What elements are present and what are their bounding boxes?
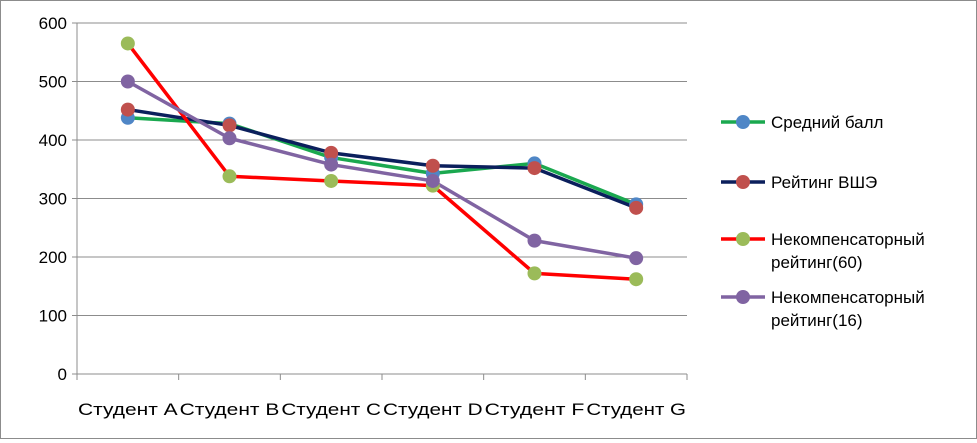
data-point [324,145,339,160]
x-tick-label: Студент D [383,400,483,419]
y-tick-label: 0 [58,365,67,384]
y-tick-label: 300 [39,190,67,209]
series-line-4 [126,79,637,260]
legend-label: рейтинг(16) [771,311,863,330]
y-tick-label: 600 [39,14,67,33]
y-tick-label: 100 [39,307,67,326]
series-line-2 [127,107,637,210]
legend-label: Некомпенсаторный [771,288,925,307]
x-tick-label: Студент G [586,400,686,419]
data-point [629,251,644,266]
data-point [425,173,440,188]
data-point [222,169,237,184]
series-markers [120,36,644,287]
data-point [222,118,237,133]
x-tick-label: Студент C [281,400,381,419]
legend-label: Средний балл [771,113,883,132]
data-point [527,161,542,176]
legend: Средний балл Рейтинг ВШЭ Некомпенсаторный р… [721,113,925,330]
x-tick-label: Студент F [485,400,585,419]
data-point [120,36,135,51]
x-tick-label: Студент B [180,400,280,419]
legend-item-3: Некомпенсаторный рейтинг(60) [721,230,925,272]
data-point [324,157,339,172]
legend-marker [736,175,750,189]
data-point [120,102,135,117]
legend-marker [736,115,750,129]
data-point [527,266,542,281]
axes [72,22,688,380]
legend-item-2: Рейтинг ВШЭ [721,173,877,192]
legend-label: Некомпенсаторный [771,230,925,249]
data-point [629,200,644,215]
legend-marker [736,232,750,246]
series-line-3 [126,42,637,281]
data-point [222,131,237,146]
legend-marker [736,290,750,304]
y-tick-label: 400 [39,131,67,150]
series-lines [126,42,637,281]
legend-item-4: Некомпенсаторный рейтинг(16) [721,288,925,330]
grid-lines [77,22,687,316]
y-axis-tick-labels: 0 100 200 300 400 500 600 [39,14,67,384]
data-point [629,272,644,287]
legend-item-1: Средний балл [721,113,883,132]
legend-label: рейтинг(60) [771,253,863,272]
data-point [324,173,339,188]
x-tick-label: Студент A [78,400,178,419]
data-point [527,233,542,248]
legend-label: Рейтинг ВШЭ [771,173,877,192]
data-point [425,158,440,173]
y-tick-label: 500 [39,73,67,92]
x-axis-tick-labels: Студент A Студент B Студент C Студент D Студ… [78,400,686,419]
y-tick-label: 200 [39,248,67,267]
data-point [120,74,135,89]
